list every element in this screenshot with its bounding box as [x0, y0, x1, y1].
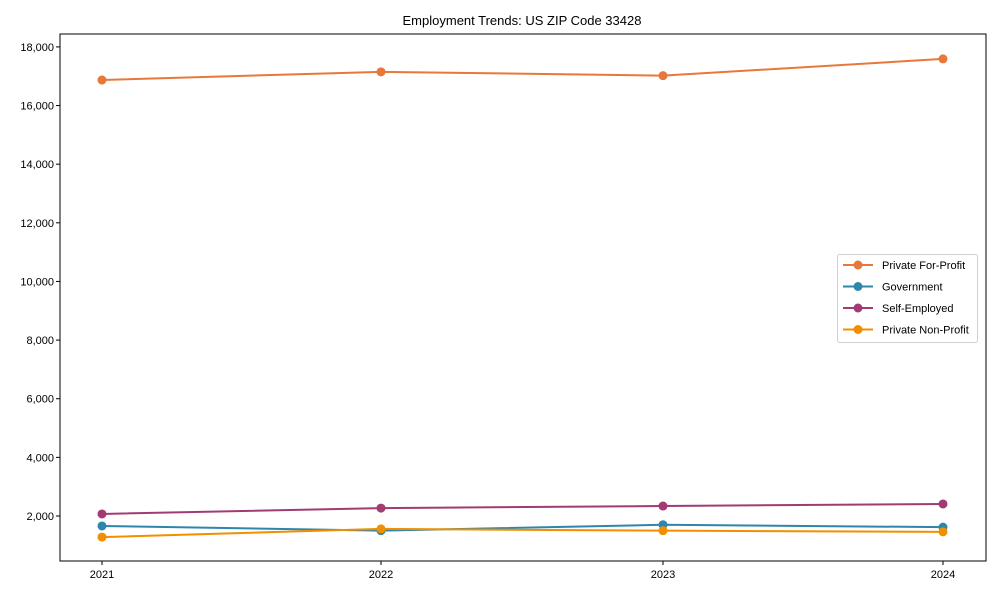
data-point-marker [938, 527, 948, 537]
x-axis: 2021 2022 2023 2024 [90, 561, 955, 581]
data-point-marker [376, 67, 386, 77]
series-line [101, 527, 944, 539]
series-line [101, 523, 944, 532]
series-private-for-profit [97, 54, 948, 85]
y-tick-label: 14,000 [20, 159, 54, 171]
x-tick-label: 2023 [651, 569, 675, 581]
series-layer [97, 54, 948, 542]
legend-label: Self-Employed [882, 303, 954, 315]
legend-marker-icon [853, 303, 863, 313]
x-tick-label: 2022 [369, 569, 393, 581]
data-point-marker [97, 521, 107, 531]
plot-frame [59, 33, 987, 562]
data-point-marker [97, 75, 107, 85]
y-axis: 2,000 4,000 6,000 8,000 10,000 12,000 14,000 16… [20, 42, 60, 523]
y-tick-label: 8,000 [26, 335, 54, 347]
data-point-marker [376, 503, 386, 513]
legend-marker-icon [853, 282, 863, 291]
legend-box [837, 254, 978, 343]
series-line [101, 57, 944, 82]
legend-marker-icon [853, 325, 863, 334]
data-point-marker [938, 499, 948, 509]
series-line [101, 502, 944, 515]
y-tick-label: 16,000 [20, 101, 54, 113]
legend-marker-icon [853, 260, 863, 270]
data-point-marker [658, 71, 668, 81]
legend-label: Private For-Profit [882, 260, 965, 272]
x-tick-label: 2024 [931, 569, 955, 581]
legend-label: Government [882, 282, 943, 294]
legend-label: Private Non-Profit [882, 325, 969, 337]
y-tick-label: 18,000 [20, 42, 54, 54]
series-private-non-profit [97, 524, 948, 542]
data-point-marker [376, 524, 386, 534]
data-point-marker [658, 501, 668, 511]
y-tick-label: 10,000 [20, 276, 54, 288]
y-tick-label: 4,000 [26, 452, 54, 464]
data-point-marker [938, 54, 948, 64]
y-tick-label: 2,000 [26, 511, 54, 523]
data-point-marker [658, 526, 668, 536]
series-self-employed [97, 499, 948, 519]
y-tick-label: 12,000 [20, 218, 54, 230]
chart-title: Employment Trends: US ZIP Code 33428 [403, 13, 642, 28]
data-point-marker [97, 509, 107, 519]
data-point-marker [97, 532, 107, 542]
legend: Private For-Profit Government Self-Employe… [837, 254, 978, 343]
x-tick-label: 2021 [90, 569, 114, 581]
y-tick-label: 6,000 [26, 394, 54, 406]
